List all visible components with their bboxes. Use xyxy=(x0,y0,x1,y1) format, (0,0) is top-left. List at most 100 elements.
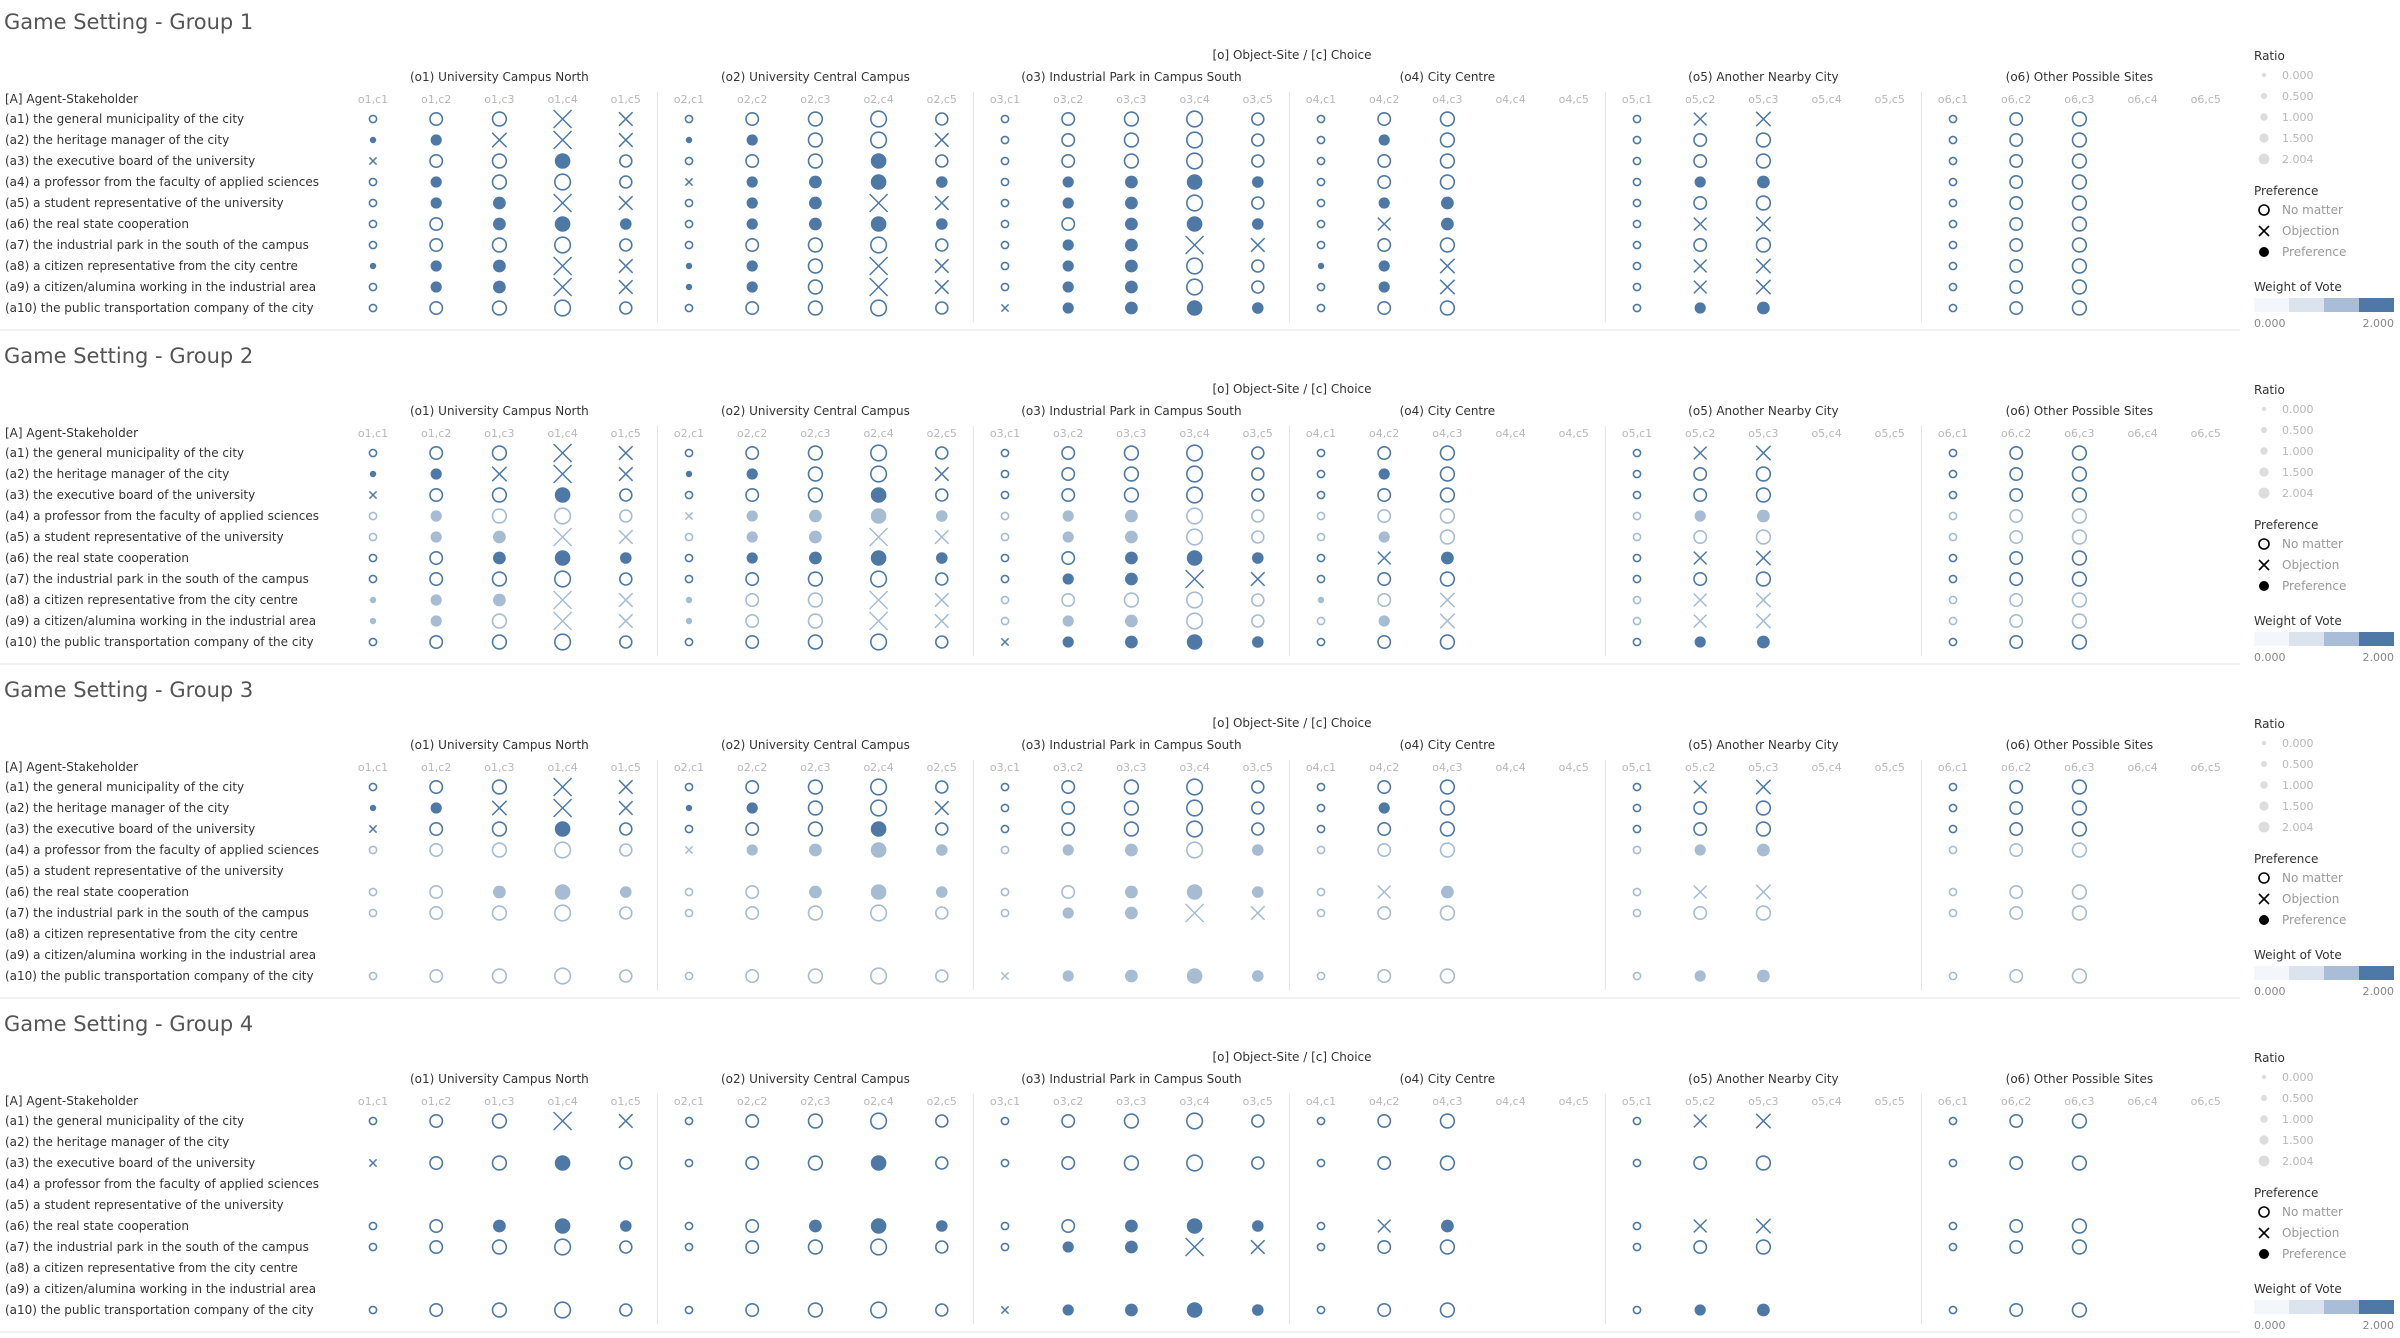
no-matter-mark xyxy=(1316,135,1326,145)
no-matter-mark xyxy=(684,971,694,981)
no-matter-mark xyxy=(491,905,508,921)
choice-tick-label: o4,c5 xyxy=(1559,93,1589,106)
legend-objection-icon xyxy=(2258,225,2270,237)
choice-tick-label: o4,c3 xyxy=(1432,427,1462,440)
no-matter-mark xyxy=(1123,153,1140,169)
preference-mark xyxy=(936,886,948,898)
no-matter-mark xyxy=(1123,592,1140,608)
no-matter-mark xyxy=(684,908,694,918)
no-matter-mark xyxy=(2009,1240,2024,1255)
choice-tick-label: o1,c1 xyxy=(358,427,388,440)
no-matter-mark xyxy=(1755,529,1772,545)
objection-mark xyxy=(934,258,950,274)
no-matter-mark xyxy=(684,637,694,647)
no-matter-mark xyxy=(745,613,760,628)
no-matter-mark xyxy=(1439,153,1456,169)
preference-mark xyxy=(1378,281,1390,293)
no-matter-mark xyxy=(368,282,378,292)
preference-mark xyxy=(1062,615,1074,627)
no-matter-mark xyxy=(1377,1114,1392,1129)
objection-mark xyxy=(553,256,573,276)
no-matter-mark xyxy=(491,613,508,629)
no-matter-mark xyxy=(745,634,760,649)
no-matter-mark xyxy=(1439,487,1456,503)
no-matter-mark xyxy=(869,465,888,483)
preference-mark xyxy=(1186,968,1203,984)
no-matter-mark xyxy=(1948,219,1958,229)
no-matter-mark xyxy=(491,300,508,316)
no-matter-mark xyxy=(1632,282,1642,292)
no-matter-mark xyxy=(1948,1305,1958,1315)
no-matter-mark xyxy=(1185,612,1204,630)
objection-mark xyxy=(553,443,573,463)
no-matter-mark xyxy=(1948,845,1958,855)
choice-tick-label: o2,c4 xyxy=(863,93,893,106)
no-matter-mark xyxy=(1123,779,1140,795)
choice-tick-label: o4,c2 xyxy=(1369,1095,1399,1108)
no-matter-mark xyxy=(869,299,888,317)
preference-mark xyxy=(685,283,693,291)
legend-no-matter-icon xyxy=(2258,1206,2270,1218)
objection-mark xyxy=(618,466,634,482)
no-matter-mark xyxy=(1632,177,1642,187)
no-matter-mark xyxy=(1377,571,1392,586)
preference-mark xyxy=(1062,844,1074,856)
no-matter-mark xyxy=(1377,1303,1392,1318)
agent-label: (a10) the public transportation company … xyxy=(5,301,314,315)
no-matter-mark xyxy=(869,904,888,922)
no-matter-mark xyxy=(1439,779,1456,795)
no-matter-mark xyxy=(429,487,444,502)
preference-mark xyxy=(554,1155,571,1171)
preference-mark xyxy=(620,886,632,898)
agent-label: (a9) a citizen/alumina working in the in… xyxy=(5,948,316,962)
objection-mark xyxy=(1377,1219,1392,1233)
no-matter-mark xyxy=(1123,466,1140,482)
preference-mark xyxy=(554,550,571,566)
agent-label: (a2) the heritage manager of the city xyxy=(5,801,229,815)
no-matter-mark xyxy=(1755,195,1772,211)
site-header: (o3) Industrial Park in Campus South xyxy=(1021,404,1241,418)
no-matter-mark xyxy=(869,444,888,462)
no-matter-mark xyxy=(1948,532,1958,542)
objection-mark xyxy=(1250,905,1266,921)
choice-tick-label: o5,c3 xyxy=(1748,93,1778,106)
no-matter-mark xyxy=(2009,258,2024,273)
preference-mark xyxy=(809,530,822,544)
no-matter-mark xyxy=(1185,194,1204,212)
no-matter-mark xyxy=(491,237,508,253)
no-matter-mark xyxy=(1439,571,1456,587)
no-matter-mark xyxy=(2009,800,2024,815)
no-matter-mark xyxy=(2071,905,2088,921)
agent-label: (a5) a student representative of the uni… xyxy=(5,1198,284,1212)
choice-tick-label: o1,c3 xyxy=(484,1095,514,1108)
no-matter-mark xyxy=(368,1221,378,1231)
legend-weight-title: Weight of Vote xyxy=(2254,280,2342,294)
no-matter-mark xyxy=(934,906,949,920)
no-matter-mark xyxy=(1185,799,1204,817)
no-matter-mark xyxy=(1755,571,1772,587)
no-matter-mark xyxy=(1755,1239,1772,1255)
no-matter-mark xyxy=(491,779,508,795)
preference-mark xyxy=(809,175,822,189)
no-matter-mark xyxy=(1632,448,1642,458)
no-matter-mark xyxy=(429,154,444,169)
site-header: (o4) City Centre xyxy=(1400,738,1496,752)
legend-ratio-value: 0.500 xyxy=(2282,758,2314,771)
choice-tick-label: o5,c1 xyxy=(1622,1095,1652,1108)
preference-mark xyxy=(1125,572,1138,586)
legend-ratio-swatch xyxy=(2261,740,2267,746)
choice-tick-label: o2,c5 xyxy=(927,427,957,440)
no-matter-mark xyxy=(618,509,633,523)
objection-mark xyxy=(618,279,634,295)
preference-mark xyxy=(870,550,887,566)
legend-weight-swatch xyxy=(2359,1300,2394,1314)
no-matter-mark xyxy=(684,240,694,250)
objection-mark xyxy=(368,490,378,500)
legend-weight-swatch xyxy=(2359,966,2394,980)
no-matter-mark xyxy=(1632,908,1642,918)
agent-label: (a7) the industrial park in the south of… xyxy=(5,572,309,586)
no-matter-mark xyxy=(934,112,949,126)
no-matter-mark xyxy=(745,1114,760,1129)
axis-title: [o] Object-Site / [c] Choice xyxy=(1212,48,1371,62)
